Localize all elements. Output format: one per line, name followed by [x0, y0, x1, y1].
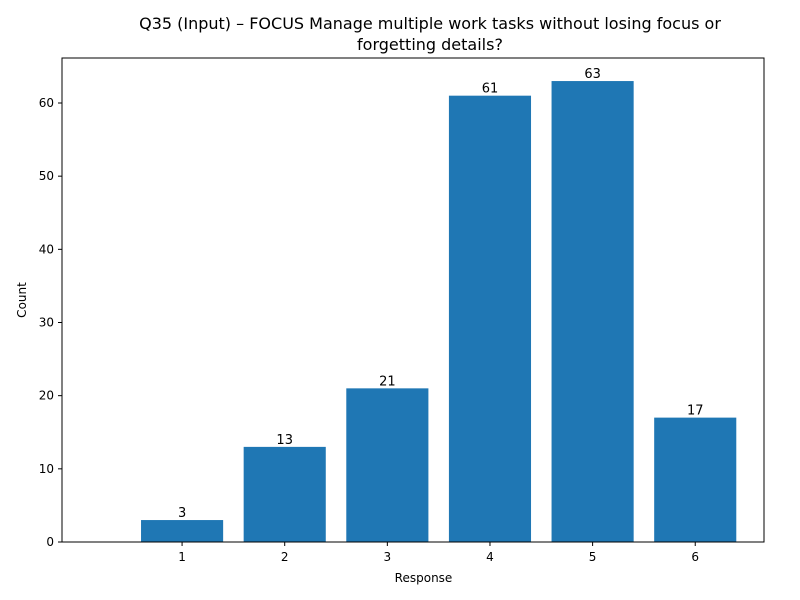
y-tick-label-0: 0	[46, 535, 54, 549]
y-tick-label-60: 60	[39, 96, 54, 110]
y-tick-label-10: 10	[39, 462, 54, 476]
y-tick-label-30: 30	[39, 316, 54, 330]
bar-2	[243, 446, 326, 542]
data-label-5: 63	[584, 67, 601, 82]
data-label-6: 17	[687, 404, 704, 419]
bar-4	[448, 95, 532, 543]
plot-area: 3 13 21 61 63 17 0 10 20 30 40 50 60 1 2 3 4 5 6	[39, 57, 765, 564]
data-label-2: 13	[276, 433, 293, 448]
x-tick-label-2: 2	[281, 550, 289, 564]
x-tick-label-5: 5	[589, 550, 597, 564]
y-tick-label-50: 50	[39, 169, 54, 183]
y-tick-label-20: 20	[39, 389, 54, 403]
y-tick-label-40: 40	[39, 242, 54, 256]
bar-5	[551, 81, 634, 543]
y-axis-label: Count	[15, 282, 29, 318]
data-label-1: 3	[178, 506, 186, 521]
bar-1	[141, 520, 224, 542]
chart-title-line-1: Q35 (Input) – FOCUS Manage multiple work…	[139, 14, 721, 33]
x-tick-label-3: 3	[384, 550, 392, 564]
plot-frame	[61, 57, 765, 543]
x-axis-label: Response	[395, 571, 453, 585]
bar-3	[346, 388, 429, 542]
chart-title-line-2: forgetting details?	[357, 35, 503, 54]
bar-6	[654, 417, 737, 542]
data-label-3: 21	[379, 374, 396, 389]
x-tick-label-1: 1	[178, 550, 186, 564]
x-tick-label-4: 4	[486, 550, 494, 564]
data-label-4: 61	[482, 82, 499, 97]
x-tick-label-6: 6	[691, 550, 699, 564]
